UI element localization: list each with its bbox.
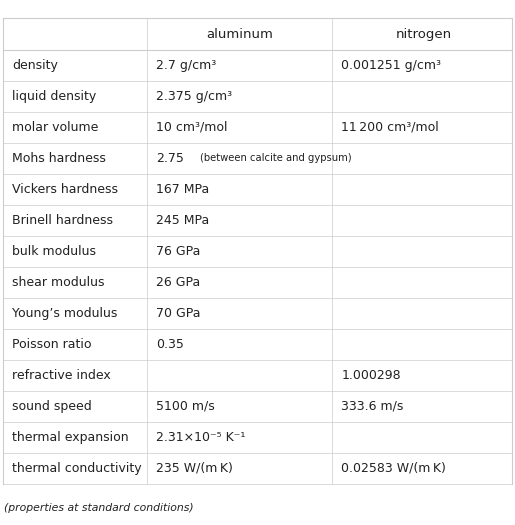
Text: 0.35: 0.35 bbox=[156, 338, 184, 351]
Text: shear modulus: shear modulus bbox=[12, 276, 105, 289]
Text: 2.31×10⁻⁵ K⁻¹: 2.31×10⁻⁵ K⁻¹ bbox=[156, 430, 246, 444]
Text: 167 MPa: 167 MPa bbox=[156, 183, 209, 196]
Text: sound speed: sound speed bbox=[12, 400, 92, 413]
Text: 1.000298: 1.000298 bbox=[341, 369, 401, 382]
Text: density: density bbox=[12, 59, 58, 72]
Text: (properties at standard conditions): (properties at standard conditions) bbox=[4, 503, 193, 513]
Text: 333.6 m/s: 333.6 m/s bbox=[341, 400, 404, 413]
Text: 76 GPa: 76 GPa bbox=[156, 245, 200, 258]
Text: 26 GPa: 26 GPa bbox=[156, 276, 200, 289]
Text: 5100 m/s: 5100 m/s bbox=[156, 400, 215, 413]
Text: (between calcite and gypsum): (between calcite and gypsum) bbox=[200, 153, 351, 163]
Text: thermal expansion: thermal expansion bbox=[12, 430, 128, 444]
Text: 0.02583 W/(m K): 0.02583 W/(m K) bbox=[341, 461, 447, 475]
Text: 2.75: 2.75 bbox=[156, 152, 184, 165]
Text: molar volume: molar volume bbox=[12, 121, 98, 134]
Text: 70 GPa: 70 GPa bbox=[156, 307, 200, 320]
Text: liquid density: liquid density bbox=[12, 90, 96, 103]
Text: Mohs hardness: Mohs hardness bbox=[12, 152, 106, 165]
Text: 235 W/(m K): 235 W/(m K) bbox=[156, 461, 233, 475]
Text: 10 cm³/mol: 10 cm³/mol bbox=[156, 121, 228, 134]
Text: Young’s modulus: Young’s modulus bbox=[12, 307, 117, 320]
Text: Vickers hardness: Vickers hardness bbox=[12, 183, 118, 196]
Text: 11 200 cm³/mol: 11 200 cm³/mol bbox=[341, 121, 439, 134]
Text: aluminum: aluminum bbox=[206, 28, 273, 40]
Text: 245 MPa: 245 MPa bbox=[156, 214, 209, 227]
Text: refractive index: refractive index bbox=[12, 369, 111, 382]
Text: Poisson ratio: Poisson ratio bbox=[12, 338, 91, 351]
Text: 0.001251 g/cm³: 0.001251 g/cm³ bbox=[341, 59, 441, 72]
Text: thermal conductivity: thermal conductivity bbox=[12, 461, 142, 475]
Text: nitrogen: nitrogen bbox=[396, 28, 451, 40]
Text: 2.375 g/cm³: 2.375 g/cm³ bbox=[156, 90, 232, 103]
Text: bulk modulus: bulk modulus bbox=[12, 245, 96, 258]
Text: Brinell hardness: Brinell hardness bbox=[12, 214, 113, 227]
Text: 2.7 g/cm³: 2.7 g/cm³ bbox=[156, 59, 216, 72]
